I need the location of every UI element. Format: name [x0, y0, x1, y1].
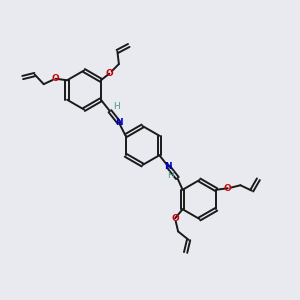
Text: O: O — [224, 184, 232, 193]
Text: O: O — [171, 214, 179, 223]
Text: N: N — [165, 162, 172, 171]
Text: H: H — [113, 103, 120, 112]
Text: O: O — [52, 74, 60, 83]
Text: H: H — [167, 170, 174, 179]
Text: O: O — [106, 69, 113, 78]
Text: N: N — [115, 118, 123, 127]
